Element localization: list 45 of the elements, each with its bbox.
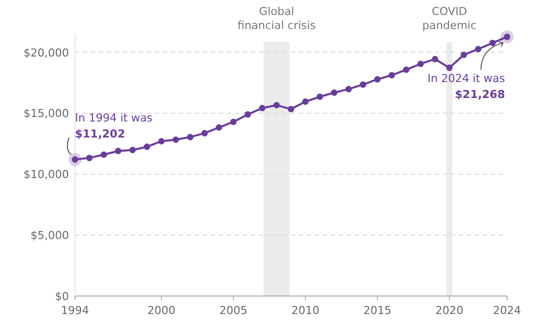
point — [446, 64, 453, 71]
point — [475, 46, 482, 52]
point — [374, 76, 381, 83]
point — [417, 60, 424, 68]
point — [216, 124, 222, 131]
point — [345, 86, 352, 92]
point — [129, 146, 136, 154]
point — [460, 52, 467, 58]
x-tick-label: 2005 — [219, 304, 248, 317]
point — [489, 40, 496, 46]
x-tick-label: 2000 — [147, 304, 176, 317]
point — [158, 138, 165, 144]
annotation: In 2024 it was $21,268 — [427, 72, 506, 101]
point — [230, 118, 237, 126]
x-tick-label: 2015 — [363, 304, 392, 317]
x-tick-label: 2010 — [291, 304, 320, 317]
y-tick-label: $10,000 — [24, 168, 69, 182]
annotation: In 1994 it was $11,202 — [75, 111, 153, 140]
y-tick-label: $5,000 — [30, 229, 69, 242]
band-label: Global financial crisis — [238, 5, 316, 32]
point — [115, 148, 122, 154]
point — [288, 106, 294, 112]
y-tick-label: $15,000 — [24, 107, 69, 120]
point — [302, 98, 309, 105]
point — [403, 66, 410, 73]
point — [201, 130, 208, 136]
x-tick-label: 1994 — [61, 304, 89, 317]
x-tick-label: 2020 — [435, 304, 464, 317]
point — [316, 94, 323, 100]
point — [86, 154, 93, 162]
point — [273, 102, 280, 108]
x-tick-label: 2024 — [493, 304, 521, 317]
point — [360, 81, 366, 88]
y-tick-label: $0 — [55, 290, 69, 303]
y-tick-label: $20,000 — [24, 46, 69, 60]
point — [388, 72, 395, 78]
band-label: COVID pandemic — [422, 5, 477, 32]
point — [244, 111, 251, 118]
point — [331, 89, 338, 96]
point — [432, 56, 438, 62]
point — [187, 134, 194, 140]
point — [144, 144, 150, 150]
point — [259, 104, 266, 112]
point — [100, 151, 107, 158]
point — [172, 136, 179, 143]
